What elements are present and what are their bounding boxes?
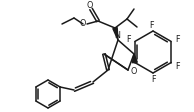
Text: O: O	[80, 19, 86, 28]
Text: F: F	[175, 61, 179, 70]
Text: O: O	[87, 1, 93, 10]
Polygon shape	[132, 55, 137, 63]
Text: F: F	[175, 35, 179, 44]
Text: F: F	[152, 75, 156, 84]
Text: N: N	[114, 31, 120, 40]
Text: O: O	[131, 67, 137, 76]
Polygon shape	[113, 28, 118, 41]
Text: F: F	[150, 21, 154, 30]
Text: F: F	[126, 35, 131, 44]
